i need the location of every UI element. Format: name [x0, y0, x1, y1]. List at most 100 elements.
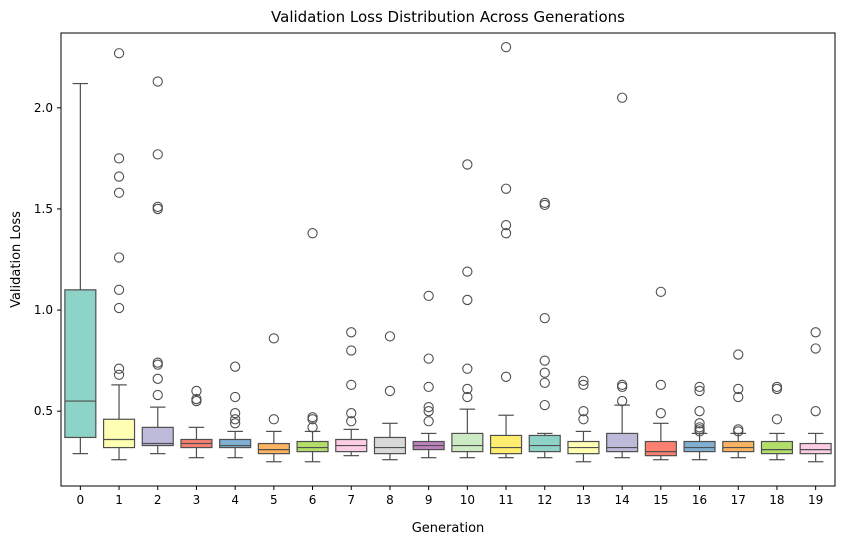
x-tick-label: 3 [193, 493, 201, 507]
outlier-point [346, 327, 357, 338]
x-tick-label: 0 [77, 493, 85, 507]
x-tick-label: 9 [425, 493, 433, 507]
outlier-point [113, 369, 125, 380]
outlier-point [229, 391, 241, 403]
outlier-point [539, 399, 550, 411]
outlier-point [771, 381, 783, 393]
x-tick-label: 19 [808, 493, 823, 507]
outlier-point [113, 363, 125, 374]
outlier-point [384, 331, 396, 342]
y-tick-label: 1.5 [34, 202, 53, 216]
outlier-point [268, 333, 279, 344]
outlier-point [113, 153, 125, 164]
outlier-point [694, 385, 705, 397]
outlier-point [268, 414, 279, 425]
outlier-point [423, 416, 434, 427]
outlier-point [307, 228, 318, 239]
outlier-point [346, 345, 357, 356]
y-axis: 0.5 1.0 1.5 2.0 [34, 101, 61, 418]
box-iqr [102, 418, 136, 449]
outlier-point [655, 286, 666, 298]
box-iqr [257, 442, 290, 455]
box-iqr [141, 426, 174, 447]
outlier-point [113, 284, 125, 295]
box-group-8 [373, 331, 407, 461]
box-group-4 [219, 361, 252, 459]
x-tick-label: 12 [537, 493, 552, 507]
box-iqr [722, 440, 755, 453]
outlier-point [423, 406, 434, 417]
outlier-point [152, 357, 163, 368]
outlier-point [810, 327, 821, 338]
outlier-point [578, 414, 589, 425]
x-tick-label: 6 [309, 493, 317, 507]
plot-area [64, 42, 832, 463]
box-iqr [451, 432, 484, 453]
outlier-point [771, 414, 783, 425]
outlier-point [500, 219, 512, 231]
box-group-7 [335, 327, 368, 457]
box-iqr [683, 440, 716, 453]
outlier-point [229, 418, 241, 429]
y-tick-label: 0.5 [34, 404, 53, 418]
box-group-18 [760, 381, 794, 461]
outlier-point [423, 401, 434, 413]
outlier-point [346, 408, 357, 419]
y-tick-label: 2.0 [34, 101, 53, 115]
outlier-point [694, 418, 705, 429]
x-axis: 0 1 2 3 4 5 6 7 8 9 10 11 12 13 14 15 16 17 18 19 [77, 486, 823, 507]
outlier-point [733, 349, 744, 360]
outlier-point [617, 379, 628, 391]
box-group-11 [489, 42, 523, 459]
outlier-point [423, 381, 434, 393]
outlier-point [617, 395, 628, 407]
outlier-point [810, 343, 821, 354]
outlier-point [733, 383, 744, 395]
outlier-point [539, 312, 550, 324]
box-group-16 [683, 381, 716, 461]
box-group-2 [141, 76, 174, 455]
box-group-3 [180, 385, 213, 459]
box-iqr [760, 440, 794, 455]
box-group-1 [102, 48, 136, 461]
box-group-10 [451, 159, 484, 459]
box-group-12 [528, 197, 561, 459]
outlier-point [500, 228, 512, 239]
outlier-point [423, 290, 434, 302]
y-axis-label: Validation Loss [9, 211, 24, 308]
outlier-point [462, 266, 473, 277]
outlier-point [462, 363, 473, 374]
outlier-point [539, 367, 550, 378]
outlier-point [152, 389, 163, 401]
x-tick-label: 4 [231, 493, 239, 507]
box-group-13 [567, 375, 600, 463]
x-axis-label: Generation [412, 521, 485, 536]
x-tick-label: 11 [498, 493, 513, 507]
outlier-point [113, 171, 125, 182]
outlier-point [810, 406, 821, 417]
box-group-6 [296, 228, 329, 463]
box-group-14 [606, 92, 639, 459]
outlier-point [229, 414, 241, 425]
outlier-point [539, 377, 550, 389]
x-tick-label: 14 [615, 493, 630, 507]
outlier-point [500, 371, 512, 382]
outlier-point [307, 422, 318, 433]
outlier-point [113, 48, 125, 59]
x-tick-label: 8 [386, 493, 394, 507]
outlier-point [617, 92, 628, 103]
outlier-point [113, 252, 125, 263]
box-group-17 [722, 349, 755, 459]
outlier-point [539, 355, 550, 366]
box-iqr [219, 438, 252, 449]
box-group-9 [412, 290, 445, 459]
outlier-point [113, 187, 125, 198]
outlier-point [694, 406, 705, 417]
outlier-point [694, 422, 705, 433]
plot-frame [60, 32, 836, 487]
outlier-point [733, 391, 744, 403]
outlier-point [152, 201, 163, 213]
outlier-point [229, 361, 241, 372]
